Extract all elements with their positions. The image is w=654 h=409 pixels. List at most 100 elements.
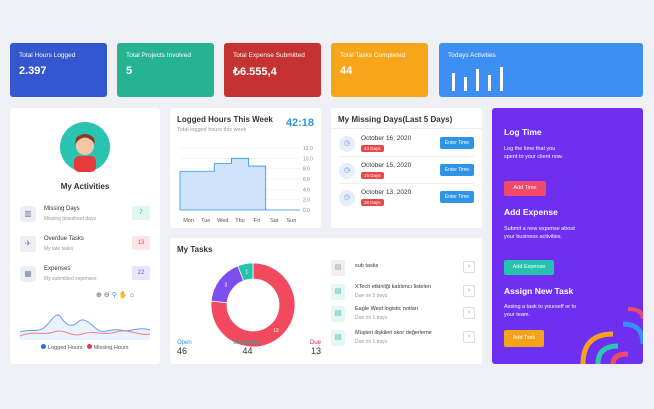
chevron-right-icon[interactable]: › xyxy=(463,307,475,319)
home-icon[interactable]: ⌂ xyxy=(129,292,136,299)
stat-card-tasks[interactable]: Total Tasks Completed 44 xyxy=(331,43,428,97)
y-tick-label: 10.0 xyxy=(303,156,313,162)
task-item[interactable]: ▤ Eagle West logistic notları Due on 1 d… xyxy=(331,304,475,326)
assign-task-desc: Assing a task to yourself or to your tea… xyxy=(504,304,577,318)
legend-due-label: Due xyxy=(310,340,322,346)
x-tick-label: Wed xyxy=(217,218,228,224)
donut-slice-0 xyxy=(210,262,296,348)
stat-label: Total Projects Involved xyxy=(126,52,192,59)
clock-icon: ◷ xyxy=(339,136,355,152)
search-icon[interactable]: ⚲ xyxy=(111,292,119,299)
logged-total: 42:18 xyxy=(285,117,314,129)
donut-slice-2 xyxy=(237,262,254,282)
zoom-out-icon[interactable]: ⊖ xyxy=(103,292,112,299)
missing-date: October 15, 2020 xyxy=(361,162,412,169)
chevron-right-icon[interactable]: › xyxy=(463,331,475,343)
log-time-title: Log Time xyxy=(504,127,542,137)
add-task-button[interactable]: Add Task xyxy=(504,330,544,347)
logged-subtitle: Total logged hours this week xyxy=(177,127,247,133)
missing-row: ◷ October 13, 2020 28 Days Enter Time xyxy=(339,187,474,211)
x-tick-label: Mon xyxy=(183,218,194,224)
add-expense-button[interactable]: Add Expense xyxy=(504,260,554,275)
donut-label: 1 xyxy=(245,270,248,276)
days-ago-badge: 43 Days xyxy=(361,145,384,152)
donut-label: 13 xyxy=(273,328,279,334)
hours-area xyxy=(179,157,300,211)
task-title: Eagle West logistic notları xyxy=(355,306,419,312)
my-activities-card: My Activities ▥ Missing Days Missing tim… xyxy=(10,108,160,364)
x-tick-label: Thu xyxy=(235,218,244,224)
legend-completed-label: Completed xyxy=(233,340,263,346)
activity-missing-days[interactable]: ▥ Missing Days Missing timesheet days 7 xyxy=(20,204,150,226)
clipboard-icon: ▤ xyxy=(331,260,345,276)
stat-label: Total Hours Logged xyxy=(19,52,76,59)
enter-time-button[interactable]: Enter Time xyxy=(440,164,474,176)
satellite-icon: ✈ xyxy=(20,236,36,252)
clock-icon: ◷ xyxy=(339,190,355,206)
legend-logged: Logged Hours xyxy=(48,345,83,351)
chevron-right-icon[interactable]: › xyxy=(463,261,475,273)
clock-icon: ◷ xyxy=(339,163,355,179)
task-title: XTech etkinliği katılımcı listeleri xyxy=(355,284,431,290)
add-time-button[interactable]: Add Time xyxy=(504,181,546,196)
chart-legend: Logged Hours Missing Hours xyxy=(10,344,160,351)
weekly-hours-chart: 12.0 10.0 8.0 6.0 4.0 2.0 0.0 Mon Tue Wed Thu Fri Sa… xyxy=(179,146,313,224)
clipboard-icon: ▤ xyxy=(331,284,345,300)
stat-label: Todays Activities xyxy=(448,52,496,59)
legend-open: Open 46 xyxy=(177,340,192,356)
count-badge: 13 xyxy=(132,236,150,250)
x-tick-label: Tue xyxy=(201,218,210,224)
task-due: Due on 1 days xyxy=(355,315,388,321)
x-tick-label: Sun xyxy=(287,218,297,224)
task-item[interactable]: ▤ sub tasks › xyxy=(331,258,475,280)
donut-slice-1 xyxy=(210,265,245,304)
task-item[interactable]: ▤ XTech etkinliği katılımcı listeleri Du… xyxy=(331,282,475,304)
y-tick-label: 12.0 xyxy=(303,146,313,152)
missing-title: My Missing Days(Last 5 Days) xyxy=(338,115,453,124)
legend-open-value: 46 xyxy=(177,346,188,356)
missing-days-card: My Missing Days(Last 5 Days) ◷ October 1… xyxy=(331,108,482,228)
legend-completed-value: 44 xyxy=(242,346,253,356)
missing-row: ◷ October 15, 2020 15 Days Enter Time xyxy=(339,160,474,184)
zoom-in-icon[interactable]: ⊕ xyxy=(96,292,104,299)
activity-bars xyxy=(452,67,503,91)
tasks-title: My Tasks xyxy=(177,245,213,254)
stat-card-expense[interactable]: Total Expense Submitted ₺6.555,4 xyxy=(224,43,321,97)
stat-value: 44 xyxy=(340,65,353,77)
decorative-shapes xyxy=(580,307,643,364)
enter-time-button[interactable]: Enter Time xyxy=(440,137,474,149)
legend-due: Due 13 xyxy=(310,340,321,356)
activity-title: Overdue Tasks xyxy=(44,236,84,242)
logged-title: Logged Hours This Week xyxy=(177,115,273,124)
y-tick-label: 2.0 xyxy=(303,198,310,204)
chevron-right-icon[interactable]: › xyxy=(463,285,475,297)
x-tick-label: Fri xyxy=(254,218,260,224)
activity-trend-chart xyxy=(20,314,150,340)
legend-open-label: Open xyxy=(177,340,192,346)
grid-icon: ▦ xyxy=(20,266,36,282)
task-item[interactable]: ▤ Müşteri ilişkileri skor değerleme Due … xyxy=(331,328,475,350)
stat-card-projects[interactable]: Total Projects Involved 5 xyxy=(117,43,214,97)
days-ago-badge: 28 Days xyxy=(361,199,384,206)
quick-actions-panel xyxy=(492,108,643,364)
y-tick-label: 0.0 xyxy=(303,208,310,214)
bar-chart-icon: ▥ xyxy=(20,206,36,222)
activity-subtitle: My submitted expenses xyxy=(44,276,97,282)
activity-title: Missing Days xyxy=(44,206,80,212)
activity-expenses[interactable]: ▦ Expenses My submitted expenses 22 xyxy=(20,264,150,286)
stat-card-activities[interactable]: Todays Activities xyxy=(439,43,643,97)
activities-title: My Activities xyxy=(60,182,110,191)
stat-value: ₺6.555,4 xyxy=(233,66,277,78)
chart-toolbar: ⊕⊖⚲✋⌂ xyxy=(96,291,136,299)
activity-overdue-tasks[interactable]: ✈ Overdue Tasks My late tasks 13 xyxy=(20,234,150,256)
enter-time-button[interactable]: Enter Time xyxy=(440,191,474,203)
activity-title: Expenses xyxy=(44,266,71,272)
activity-subtitle: My late tasks xyxy=(44,246,74,252)
count-badge: 7 xyxy=(132,206,150,220)
days-ago-badge: 15 Days xyxy=(361,172,384,179)
donut-label: 3 xyxy=(224,283,227,289)
assign-task-title: Assign New Task xyxy=(504,286,574,296)
y-tick-label: 4.0 xyxy=(303,187,310,193)
stat-card-hours[interactable]: Total Hours Logged 2.397 xyxy=(10,43,107,97)
pan-icon[interactable]: ✋ xyxy=(118,292,130,299)
